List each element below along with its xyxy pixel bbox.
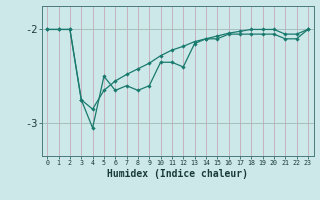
X-axis label: Humidex (Indice chaleur): Humidex (Indice chaleur) [107, 169, 248, 179]
